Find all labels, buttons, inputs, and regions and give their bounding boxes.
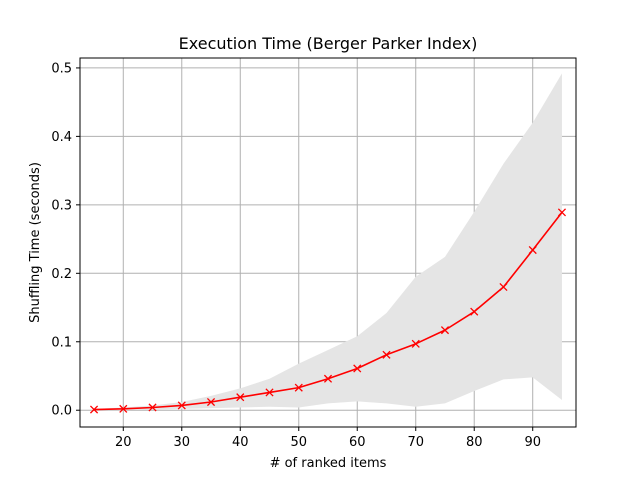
y-tick-label: 0.0 [51, 404, 72, 419]
y-tick-label: 0.2 [51, 267, 72, 282]
data-point-marker [382, 350, 391, 359]
data-point-marker [470, 307, 479, 316]
x-tick-label: 50 [290, 435, 307, 450]
data-point-marker [294, 383, 303, 392]
data-point-marker [557, 208, 567, 217]
x-tick-label: 90 [524, 435, 541, 450]
data-point-marker [89, 405, 99, 414]
x-tick-label: 80 [466, 435, 483, 450]
data-point-marker [236, 393, 245, 402]
data-point-marker [440, 326, 450, 335]
data-point-marker [411, 339, 420, 348]
data-point-marker [323, 374, 333, 383]
data-point-marker [148, 403, 157, 412]
plot-frame [79, 57, 577, 428]
data-point-marker [499, 282, 508, 292]
data-point-marker [353, 364, 362, 373]
y-axis-ticks: 0.0 0.1 0.2 0.3 0.4 0.5 [51, 61, 80, 419]
marker-layer [89, 208, 567, 414]
data-point-marker [177, 401, 186, 410]
x-tick-label: 60 [349, 435, 366, 450]
x-axis-ticks: 20 30 40 50 60 70 80 90 [115, 427, 541, 450]
band-layer [94, 73, 562, 411]
y-axis-label: Shuffling Time (seconds) [28, 162, 43, 323]
x-tick-label: 20 [115, 435, 132, 450]
y-tick-label: 0.4 [51, 130, 72, 145]
x-axis-label: # of ranked items [270, 456, 387, 471]
y-tick-label: 0.1 [51, 335, 72, 350]
data-point-marker [265, 388, 274, 397]
x-tick-label: 70 [407, 435, 424, 450]
x-tick-label: 30 [174, 435, 191, 450]
data-point-marker [528, 245, 537, 255]
chart-title: Execution Time (Berger Parker Index) [179, 34, 478, 53]
y-tick-label: 0.5 [51, 61, 72, 76]
x-tick-label: 40 [232, 435, 249, 450]
data-point-marker [119, 404, 128, 413]
data-point-marker [206, 397, 216, 407]
y-tick-label: 0.3 [51, 198, 72, 213]
confidence-band [94, 73, 562, 411]
